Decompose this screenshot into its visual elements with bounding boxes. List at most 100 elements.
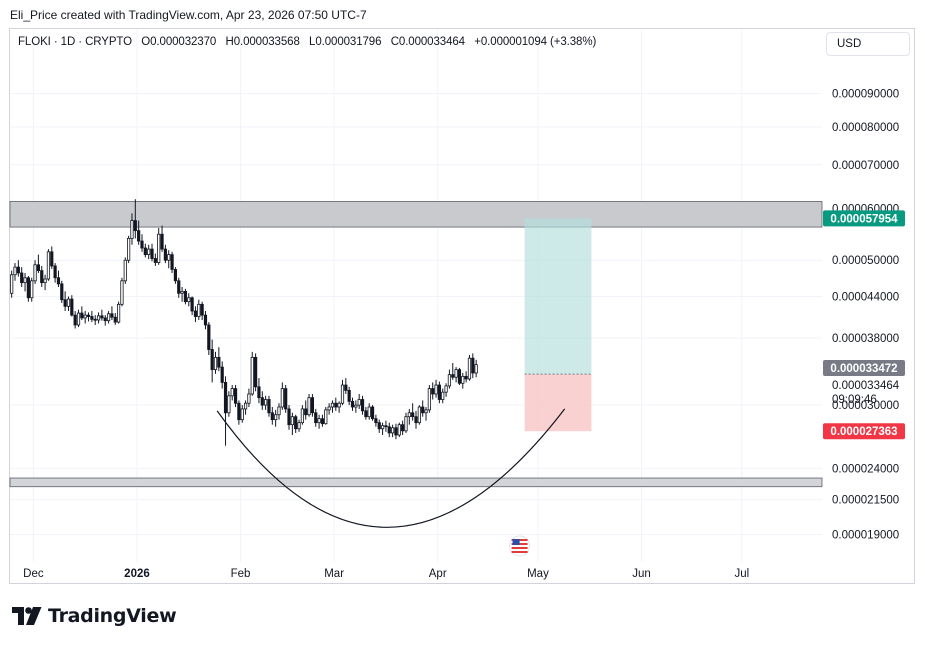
- candle[interactable]: [264, 395, 268, 410]
- candle[interactable]: [454, 367, 458, 383]
- candle[interactable]: [10, 270, 14, 298]
- candle[interactable]: [147, 244, 151, 260]
- candle[interactable]: [20, 267, 24, 287]
- candle[interactable]: [96, 312, 101, 324]
- candle[interactable]: [414, 410, 418, 429]
- candle[interactable]: [220, 361, 224, 389]
- candle[interactable]: [451, 363, 455, 380]
- candle[interactable]: [424, 407, 428, 421]
- candle[interactable]: [103, 315, 107, 326]
- candle[interactable]: [26, 275, 30, 302]
- candle[interactable]: [304, 400, 308, 420]
- candle[interactable]: [384, 420, 388, 432]
- candle[interactable]: [86, 312, 91, 322]
- candle[interactable]: [210, 339, 214, 383]
- candle[interactable]: [290, 412, 294, 436]
- candle[interactable]: [56, 270, 61, 287]
- candle[interactable]: [307, 393, 311, 417]
- candle[interactable]: [374, 414, 378, 427]
- candle[interactable]: [100, 309, 104, 321]
- candle[interactable]: [133, 199, 137, 239]
- candle[interactable]: [73, 311, 77, 329]
- candle[interactable]: [344, 378, 348, 394]
- candle[interactable]: [377, 419, 381, 433]
- candle[interactable]: [200, 301, 204, 320]
- candle[interactable]: [76, 309, 81, 328]
- candle[interactable]: [317, 414, 321, 429]
- candle[interactable]: [447, 369, 452, 389]
- candle[interactable]: [417, 405, 421, 425]
- candle[interactable]: [250, 351, 254, 396]
- candle[interactable]: [404, 412, 408, 433]
- candle[interactable]: [16, 260, 20, 277]
- candle[interactable]: [330, 400, 335, 413]
- candle[interactable]: [13, 263, 17, 281]
- candle[interactable]: [207, 322, 211, 355]
- candle[interactable]: [40, 265, 44, 287]
- candle[interactable]: [340, 379, 345, 406]
- us-event-flag-icon[interactable]: [509, 535, 531, 557]
- candle[interactable]: [193, 306, 198, 323]
- candle[interactable]: [427, 385, 431, 413]
- chart-frame[interactable]: [9, 28, 915, 584]
- candle[interactable]: [337, 401, 341, 413]
- candle[interactable]: [240, 405, 244, 423]
- candle[interactable]: [421, 400, 425, 417]
- candle[interactable]: [243, 400, 248, 415]
- candle[interactable]: [360, 395, 365, 415]
- candle[interactable]: [347, 386, 351, 406]
- last-price-label[interactable]: 0.000033472: [823, 359, 905, 376]
- candle[interactable]: [173, 267, 178, 284]
- candle[interactable]: [464, 371, 468, 383]
- candle[interactable]: [434, 379, 438, 398]
- candle[interactable]: [187, 293, 191, 307]
- candle[interactable]: [130, 213, 134, 245]
- candle[interactable]: [167, 250, 171, 269]
- candle[interactable]: [284, 385, 288, 413]
- candle[interactable]: [53, 263, 57, 283]
- candle[interactable]: [320, 414, 325, 427]
- candle[interactable]: [60, 280, 64, 304]
- currency-button[interactable]: USD: [826, 32, 910, 56]
- candle[interactable]: [431, 382, 435, 400]
- resistance-zone[interactable]: [9, 201, 823, 228]
- candle[interactable]: [260, 391, 264, 410]
- candle[interactable]: [237, 400, 241, 425]
- candle[interactable]: [461, 372, 465, 389]
- candle[interactable]: [217, 347, 221, 372]
- candle[interactable]: [391, 424, 395, 438]
- candle[interactable]: [267, 395, 271, 417]
- candle[interactable]: [230, 385, 234, 401]
- candle[interactable]: [90, 311, 94, 323]
- candle[interactable]: [370, 405, 375, 421]
- candle[interactable]: [70, 295, 74, 317]
- candle[interactable]: [153, 253, 157, 266]
- candle[interactable]: [437, 381, 441, 404]
- candle[interactable]: [297, 419, 301, 432]
- candle[interactable]: [247, 388, 251, 408]
- candle[interactable]: [367, 403, 371, 420]
- candle[interactable]: [177, 277, 181, 298]
- candle[interactable]: [137, 220, 141, 245]
- candle[interactable]: [324, 407, 328, 425]
- candle[interactable]: [280, 382, 284, 410]
- candle[interactable]: [387, 422, 391, 438]
- candle[interactable]: [140, 234, 144, 252]
- candle[interactable]: [30, 277, 34, 302]
- candle[interactable]: [233, 385, 238, 408]
- candle[interactable]: [380, 422, 385, 436]
- candle[interactable]: [150, 243, 154, 262]
- candle[interactable]: [357, 393, 361, 409]
- candle[interactable]: [63, 291, 67, 312]
- candle[interactable]: [327, 403, 331, 415]
- candle[interactable]: [197, 299, 201, 320]
- candle[interactable]: [170, 251, 174, 273]
- candle[interactable]: [294, 414, 298, 433]
- target-price-label[interactable]: 0.000057954: [823, 210, 905, 227]
- candle[interactable]: [471, 353, 475, 379]
- candle[interactable]: [457, 367, 462, 386]
- candle[interactable]: [334, 397, 338, 411]
- candle[interactable]: [270, 407, 274, 425]
- candle[interactable]: [350, 397, 355, 411]
